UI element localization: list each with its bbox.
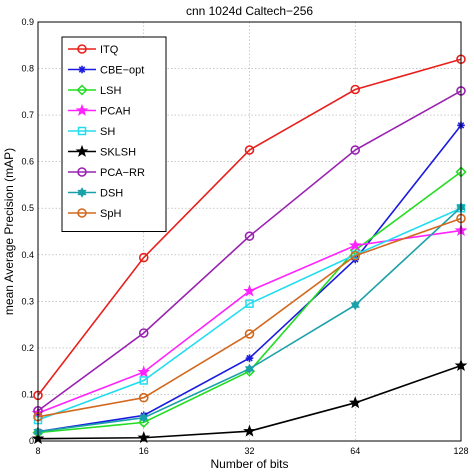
x-tick-label: 64 [350, 446, 360, 456]
legend-label: LSH [100, 85, 121, 97]
data-point [137, 365, 151, 378]
legend-marker [77, 208, 87, 218]
marker-stroke [246, 354, 253, 362]
y-tick-label: 0.3 [21, 296, 34, 306]
series-line-sh [37, 207, 462, 421]
data-point [244, 363, 255, 375]
x-axis-label: Number of bits [210, 457, 288, 471]
x-tick-label: 32 [244, 446, 254, 456]
data-point [350, 145, 361, 155]
legend-marker [76, 84, 88, 96]
legend-label: PCA−RR [100, 167, 145, 179]
legend-label: PCAH [100, 106, 131, 118]
legend-label: DSH [100, 188, 123, 200]
data-point [350, 84, 361, 95]
tick-labels: 8 16 32 64 128 0 0.1 0.2 0.3 0.4 0.5 0.6 0.7 0.8 0.9 [21, 17, 468, 456]
data-point [138, 392, 149, 403]
data-point [137, 431, 151, 444]
data-point [138, 416, 150, 428]
data-point [244, 145, 255, 155]
data-point [348, 396, 362, 409]
y-tick-label: 0.4 [21, 250, 34, 260]
legend-item-sklsh: SKLSH [68, 144, 136, 159]
y-tick-label: 0.2 [21, 343, 34, 353]
y-tick-label: 0 [29, 436, 34, 446]
legend-label: SH [100, 126, 115, 138]
y-tick-label: 0.8 [21, 64, 34, 74]
series-line-sph [37, 217, 462, 418]
y-tick-label: 0.6 [21, 157, 34, 167]
series-line-pca-rr [37, 90, 462, 412]
y-axis-label: mean Average Precision (mAP) [2, 148, 16, 315]
data-point [245, 299, 254, 308]
x-tick-label: 16 [139, 446, 149, 456]
data-point [139, 412, 149, 424]
data-point [244, 231, 255, 241]
y-tick-label: 0.7 [21, 110, 34, 120]
legend-marker [75, 144, 89, 157]
legend-marker [77, 187, 87, 198]
legend-marker [75, 103, 89, 116]
legend-item-dsh: DSH [68, 187, 123, 200]
legend-label: SpH [100, 208, 121, 220]
data-point [350, 299, 360, 311]
data-point [138, 252, 149, 263]
data-point [348, 238, 362, 251]
y-tick-label: 0.5 [21, 203, 34, 213]
legend-item-sh: SH [68, 126, 115, 138]
legend-item-pca-rr: PCA−RR [68, 167, 145, 179]
series-layer [31, 54, 468, 445]
x-tick-label: 8 [35, 446, 40, 456]
legend: ITQ CBE−opt LSH PCAH SH SKLSH PCA−RR DSH SpH [61, 36, 167, 232]
y-tick-label: 0.9 [21, 17, 34, 27]
x-tick-label: 128 [453, 446, 468, 456]
legend-item-pcah: PCAH [68, 103, 131, 118]
chart-title: cnn 1024d Caltech−256 [186, 4, 313, 18]
marker-stroke [78, 66, 86, 73]
data-point [350, 250, 361, 261]
legend-marker [77, 167, 87, 177]
legend-label: CBE−opt [100, 65, 144, 77]
plot-frame [37, 21, 462, 442]
legend-item-sph: SpH [68, 208, 121, 220]
series-line-itq [37, 58, 462, 396]
legend-marker [78, 65, 86, 74]
data-point [243, 424, 256, 437]
data-point [245, 354, 254, 362]
data-point [244, 329, 255, 339]
y-tick-label: 0.1 [21, 389, 34, 399]
legend-label: SKLSH [100, 147, 136, 159]
data-point [243, 284, 256, 297]
legend-marker [77, 44, 87, 54]
legend-item-itq: ITQ [68, 44, 119, 56]
legend-item-cbe-opt: CBE−opt [68, 65, 144, 77]
data-point [138, 328, 149, 338]
legend-label: ITQ [100, 44, 119, 56]
data-point [139, 376, 148, 385]
legend-marker [77, 126, 87, 136]
legend-item-lsh: LSH [68, 84, 121, 97]
